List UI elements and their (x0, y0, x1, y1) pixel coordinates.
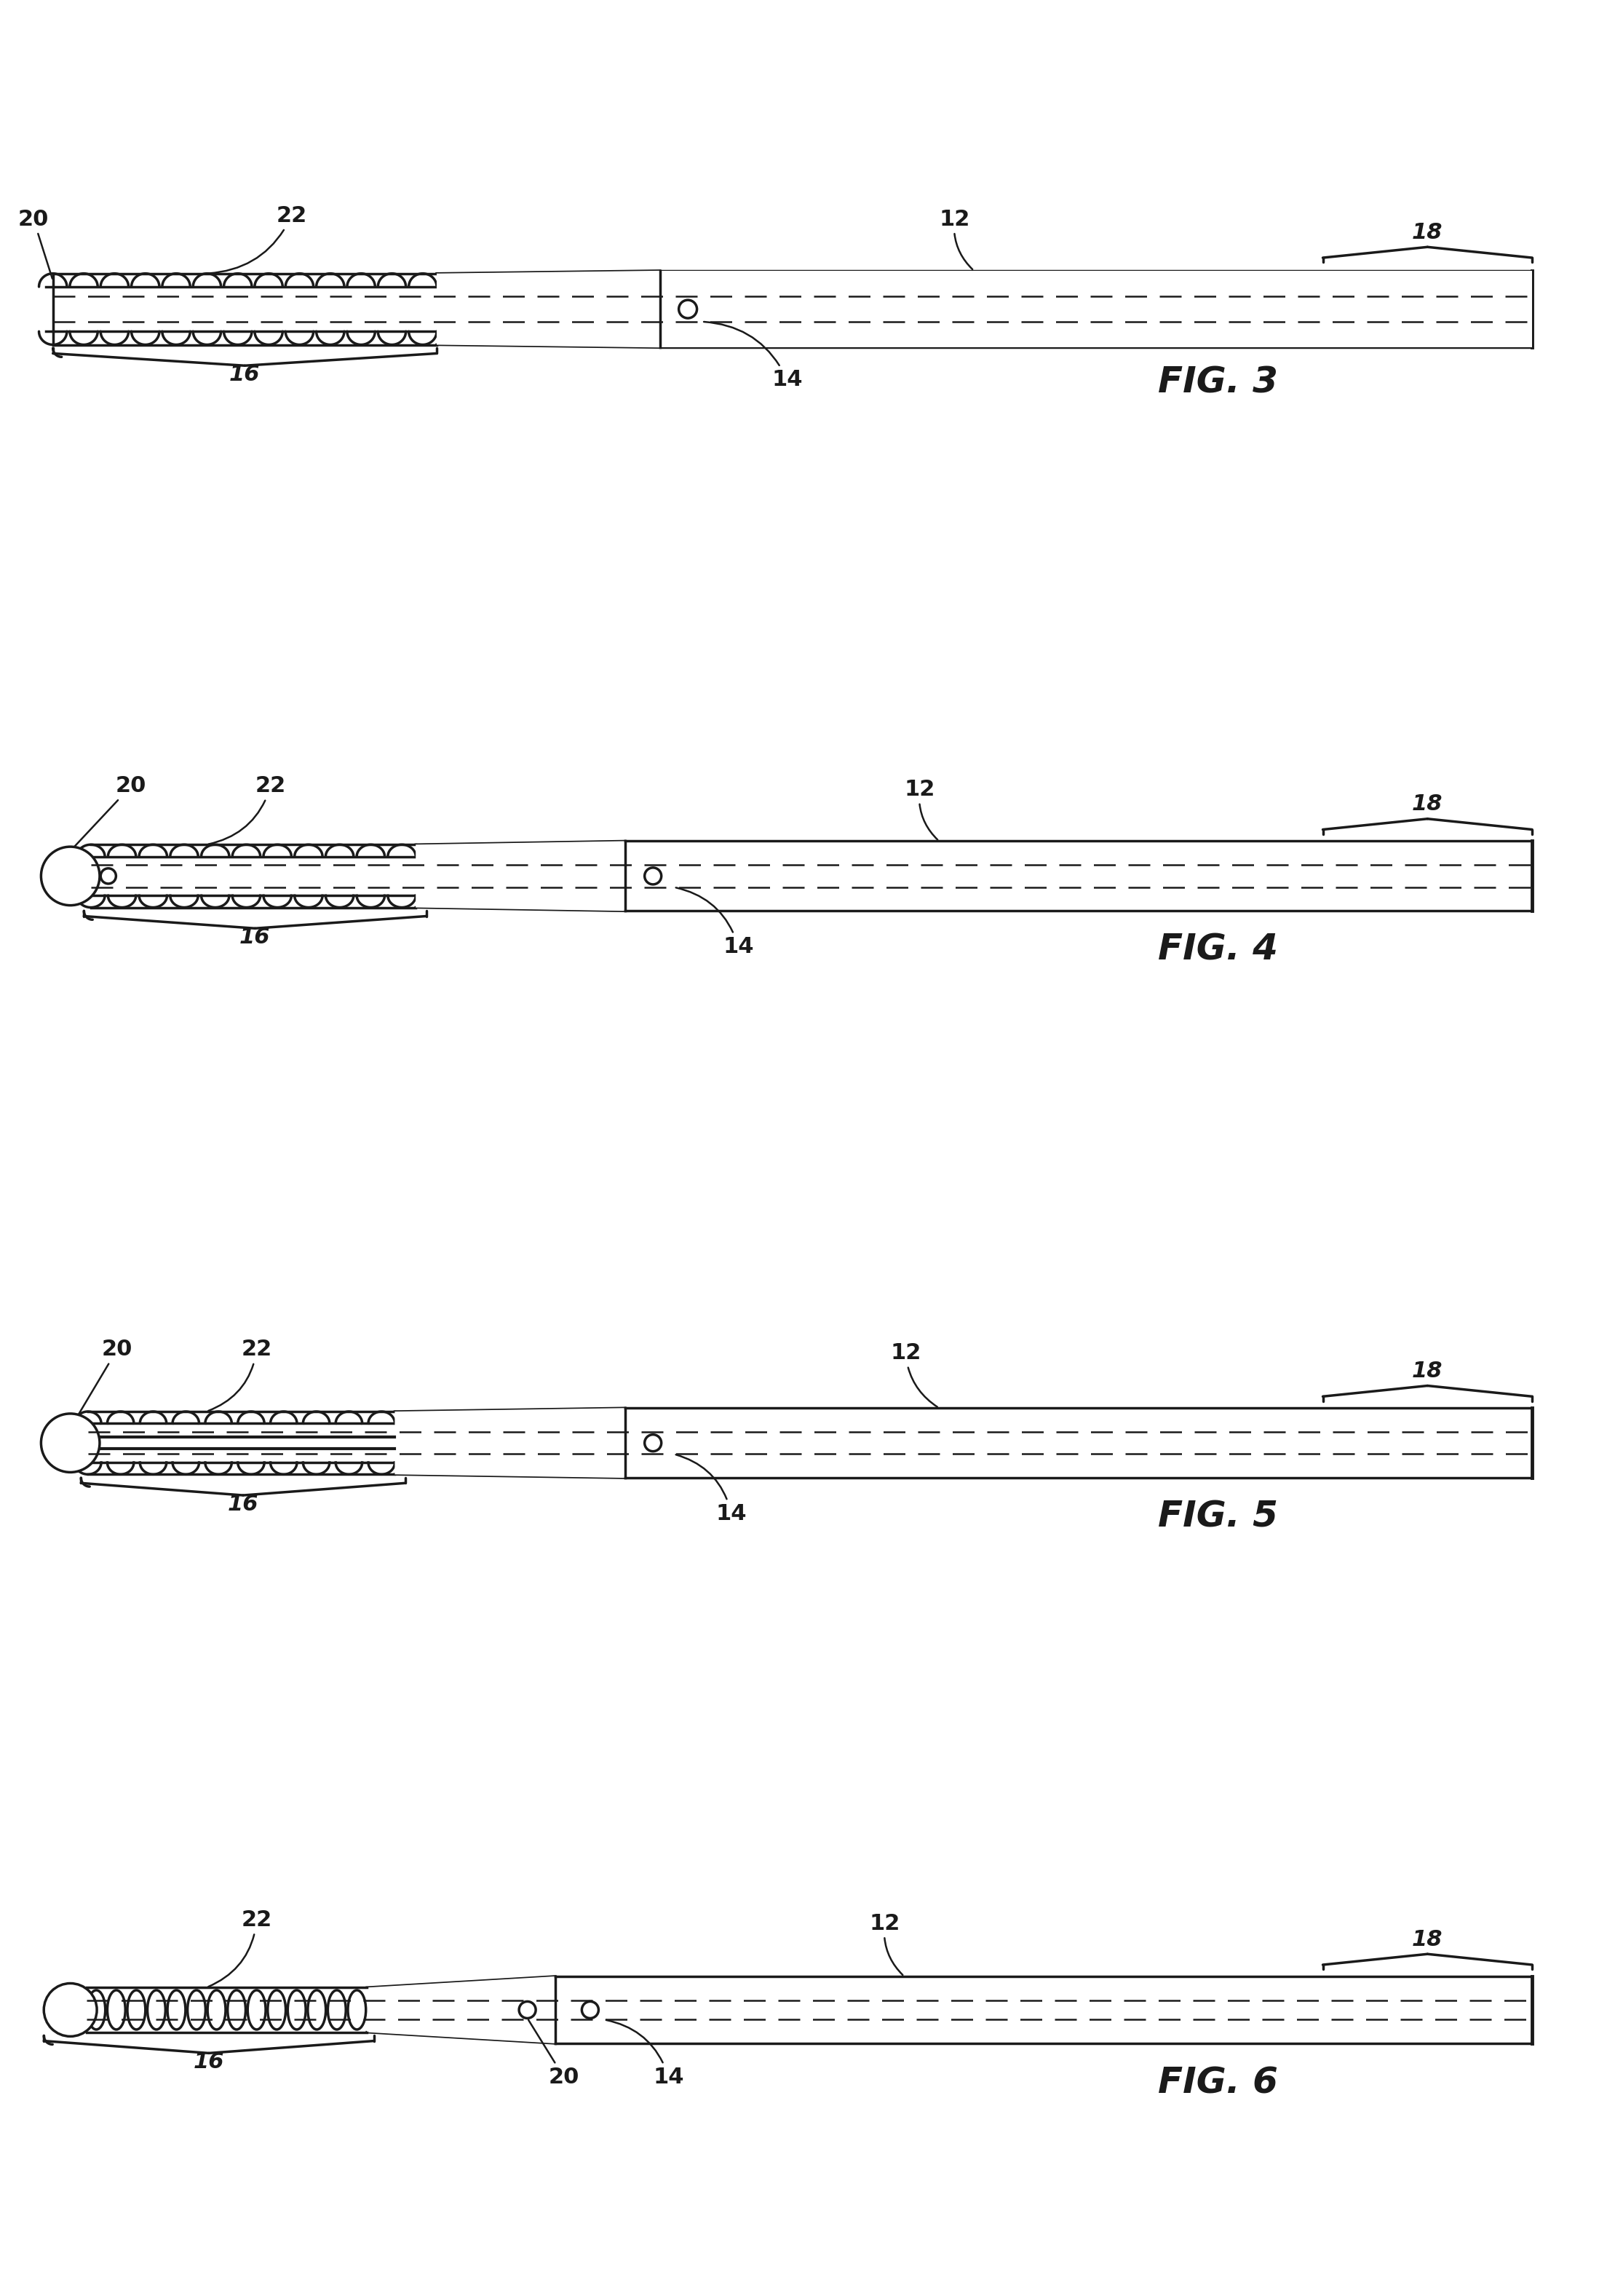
Circle shape (644, 1435, 662, 1451)
Text: 14: 14 (676, 889, 753, 957)
Text: 14: 14 (606, 2020, 684, 2087)
Circle shape (582, 2002, 598, 2018)
Text: 12: 12 (903, 778, 937, 840)
Circle shape (644, 868, 662, 884)
Bar (660, 271, 1532, 347)
Text: 12: 12 (870, 1913, 903, 1975)
Text: 20: 20 (62, 776, 147, 859)
Text: 12: 12 (939, 209, 972, 269)
Ellipse shape (168, 1991, 185, 2030)
Ellipse shape (328, 1991, 345, 2030)
Text: 20: 20 (18, 209, 53, 278)
Polygon shape (437, 271, 660, 347)
Text: 12: 12 (891, 1343, 937, 1407)
Ellipse shape (248, 1991, 265, 2030)
Text: 14: 14 (704, 321, 803, 390)
Bar (625, 1407, 1532, 1479)
Bar (625, 840, 1532, 912)
Ellipse shape (208, 1991, 225, 2030)
Text: FIG. 6: FIG. 6 (1158, 2066, 1278, 2101)
Text: FIG. 4: FIG. 4 (1158, 932, 1278, 967)
Circle shape (43, 1984, 98, 2037)
Text: FIG. 3: FIG. 3 (1158, 365, 1278, 400)
Text: 18: 18 (1412, 1362, 1442, 1382)
Ellipse shape (147, 1991, 165, 2030)
Text: 14: 14 (676, 1456, 747, 1525)
Text: 22: 22 (208, 1910, 272, 1986)
Text: 16: 16 (193, 2053, 224, 2073)
Ellipse shape (88, 1991, 106, 2030)
Ellipse shape (227, 1991, 246, 2030)
Circle shape (101, 868, 117, 884)
Text: 16: 16 (227, 1495, 259, 1515)
Circle shape (42, 1414, 99, 1472)
Text: 20: 20 (78, 1339, 133, 1414)
Circle shape (680, 301, 697, 319)
Text: 18: 18 (1412, 1929, 1442, 1949)
Text: 22: 22 (208, 204, 307, 273)
Text: 18: 18 (1412, 223, 1442, 243)
Text: 22: 22 (208, 776, 286, 845)
Ellipse shape (107, 1991, 125, 2030)
Polygon shape (395, 1407, 625, 1479)
Circle shape (42, 847, 99, 905)
Polygon shape (416, 840, 625, 912)
Text: 16: 16 (240, 928, 270, 948)
Polygon shape (366, 1977, 555, 2043)
Ellipse shape (128, 1991, 146, 2030)
Ellipse shape (288, 1991, 305, 2030)
Text: FIG. 5: FIG. 5 (1158, 1499, 1278, 1534)
Text: 20: 20 (528, 2020, 579, 2087)
Ellipse shape (267, 1991, 286, 2030)
Circle shape (520, 2002, 536, 2018)
Bar (555, 1977, 1532, 2043)
Ellipse shape (349, 1991, 366, 2030)
Text: 18: 18 (1412, 794, 1442, 815)
Text: 16: 16 (229, 365, 261, 386)
Ellipse shape (307, 1991, 326, 2030)
Text: 22: 22 (208, 1339, 272, 1410)
Ellipse shape (187, 1991, 206, 2030)
